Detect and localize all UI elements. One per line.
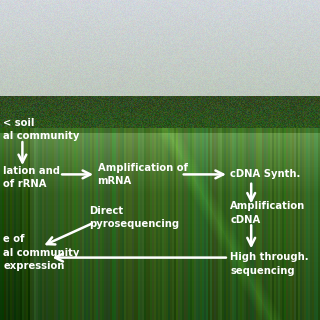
Text: al community: al community (3, 131, 80, 141)
Text: Direct: Direct (90, 206, 124, 216)
Text: Amplification of: Amplification of (98, 163, 188, 173)
Text: expression: expression (3, 261, 65, 271)
Text: e of: e of (3, 234, 25, 244)
Text: cDNA: cDNA (230, 214, 261, 225)
Text: cDNA Synth.: cDNA Synth. (230, 169, 301, 180)
Text: al community: al community (3, 248, 80, 258)
Text: High through.: High through. (230, 252, 309, 262)
Text: of rRNA: of rRNA (3, 179, 47, 189)
Text: sequencing: sequencing (230, 266, 295, 276)
Text: pyrosequencing: pyrosequencing (90, 219, 180, 229)
Text: lation and: lation and (3, 166, 60, 176)
Text: mRNA: mRNA (98, 176, 132, 186)
Text: < soil: < soil (3, 118, 35, 128)
Text: Amplification: Amplification (230, 201, 306, 211)
